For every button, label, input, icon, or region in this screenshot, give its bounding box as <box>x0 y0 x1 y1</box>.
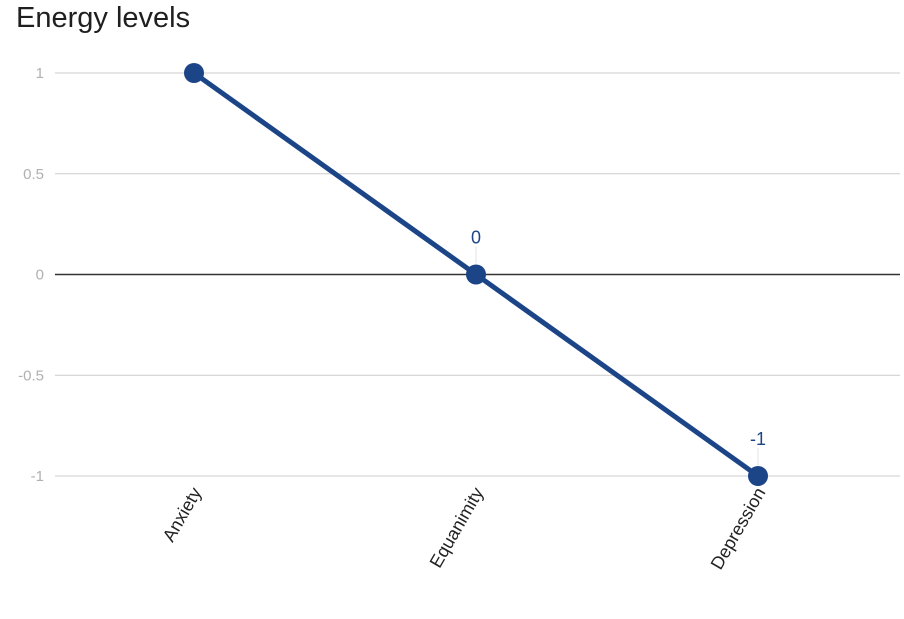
y-axis-ticks: 1 0.5 0 -0.5 -1 <box>18 65 44 485</box>
y-tick-label: 0 <box>36 267 44 284</box>
data-points <box>184 63 768 486</box>
data-point[interactable] <box>184 63 204 83</box>
chart-title: Energy levels <box>16 2 191 34</box>
y-tick-label: 1 <box>36 65 44 82</box>
data-point[interactable] <box>466 264 486 285</box>
x-tick-label: Anxiety <box>159 484 206 545</box>
data-label: -1 <box>750 429 766 449</box>
y-tick-label: -1 <box>31 468 44 485</box>
x-tick-label: Depression <box>707 484 770 573</box>
y-tick-label: 0.5 <box>23 166 44 183</box>
data-label: 0 <box>471 228 481 248</box>
data-labels: 0 -1 <box>471 228 766 465</box>
x-tick-label: Equanimity <box>426 484 488 571</box>
x-axis-ticks: Anxiety Equanimity Depression <box>159 484 770 573</box>
data-point[interactable] <box>748 466 768 486</box>
y-tick-label: -0.5 <box>18 367 44 384</box>
